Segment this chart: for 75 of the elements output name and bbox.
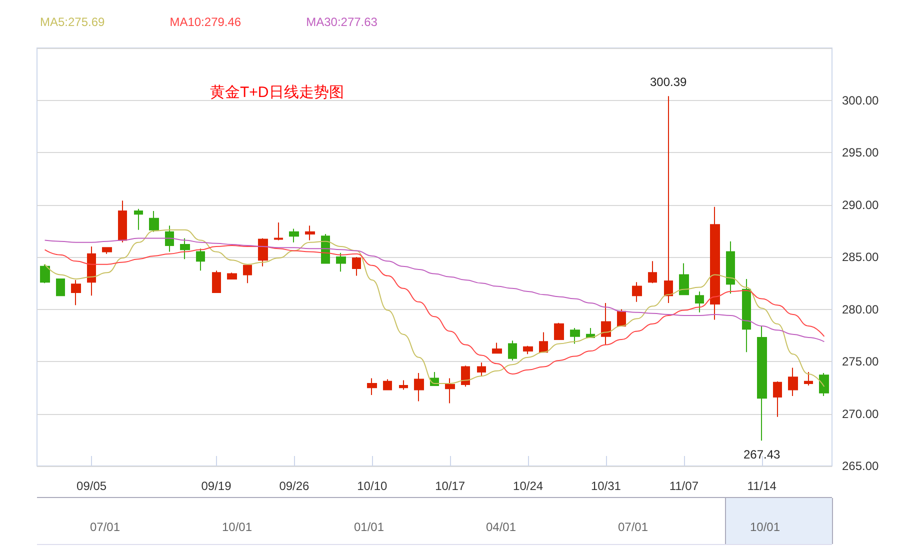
candlestick — [679, 262, 689, 296]
candlestick — [570, 328, 580, 344]
x-tick-label: 11/07 — [669, 479, 699, 493]
candlestick — [773, 380, 782, 418]
candlestick — [87, 246, 96, 296]
text: 黄金T+D日线走势图 — [210, 84, 344, 101]
candlestick — [445, 378, 455, 404]
candlestick — [710, 206, 720, 320]
candlestick — [102, 247, 112, 254]
candlestick — [367, 378, 377, 396]
candlestick — [757, 325, 767, 442]
candlestick — [180, 238, 190, 260]
candlestick — [508, 340, 517, 361]
candlestick — [648, 260, 657, 284]
candlestick — [695, 290, 704, 313]
candlestick — [742, 278, 751, 353]
y-tick-label: 270.00 — [842, 406, 880, 421]
candlestick — [819, 372, 829, 396]
x-tick-label: 09/19 — [201, 479, 232, 493]
x-tick-label: 10/31 — [590, 479, 622, 493]
y-tick-label: 290.00 — [842, 198, 880, 212]
candlestick — [196, 248, 205, 272]
candlestick — [212, 270, 221, 294]
text: MA10:279.46 — [170, 15, 242, 29]
y-tick-label: 280.00 — [842, 302, 880, 316]
text: MA5:275.69 — [40, 15, 106, 29]
candlestick — [258, 238, 268, 267]
candlestick — [289, 228, 299, 243]
candlestick — [414, 372, 424, 402]
candlestick — [118, 200, 127, 243]
text: MA30:277.63 — [306, 15, 378, 29]
x-tick-label: 09/05 — [76, 479, 107, 493]
candlestick — [56, 278, 65, 296]
candlestick — [383, 378, 392, 390]
candlestick — [134, 208, 143, 230]
line-series — [44, 245, 825, 375]
candlestick — [71, 279, 81, 306]
candlestick — [617, 308, 626, 326]
candlestick — [399, 380, 408, 390]
y-tick-label: 285.00 — [842, 250, 880, 264]
candlestick — [788, 367, 798, 396]
x-tick-label: 09/26 — [279, 479, 310, 493]
candlestick — [523, 345, 533, 355]
candlestick — [539, 332, 548, 353]
range-slider: 07/01 10/01 01/01 04/01 07/01 10/01 — [37, 497, 832, 545]
annotation: 300.39 — [650, 75, 687, 90]
candlestick — [274, 222, 283, 241]
y-tick-label: 300.00 — [842, 93, 880, 108]
x-tick-label: 10/24 — [513, 479, 544, 493]
candlestick — [726, 240, 735, 294]
candlestick — [149, 210, 159, 232]
x-tick-label: 11/14 — [747, 479, 777, 493]
x-tick-label: 10/17 — [435, 479, 466, 493]
y-tick-label: 265.00 — [842, 459, 880, 473]
candlestick — [40, 264, 50, 284]
candlestick — [477, 362, 486, 377]
candlestick — [601, 302, 611, 346]
candlestick — [336, 252, 346, 272]
line-series — [44, 238, 825, 342]
annotation: 267.43 — [744, 448, 781, 462]
candlestick — [632, 282, 642, 302]
candlestick — [461, 365, 470, 388]
candlestick — [664, 96, 673, 304]
y-tick-label: 295.00 — [842, 146, 880, 160]
candlestick — [305, 225, 315, 241]
candlestick — [165, 225, 174, 252]
x-tick-label: 10/10 — [357, 479, 388, 493]
y-tick-label: 275.00 — [842, 354, 880, 368]
candlestick — [243, 264, 252, 284]
candlestick — [227, 272, 237, 280]
candlestick — [352, 256, 361, 276]
line-series — [44, 229, 825, 388]
candlestick — [804, 371, 813, 386]
candlestick — [554, 322, 564, 340]
candlestick — [492, 342, 502, 354]
